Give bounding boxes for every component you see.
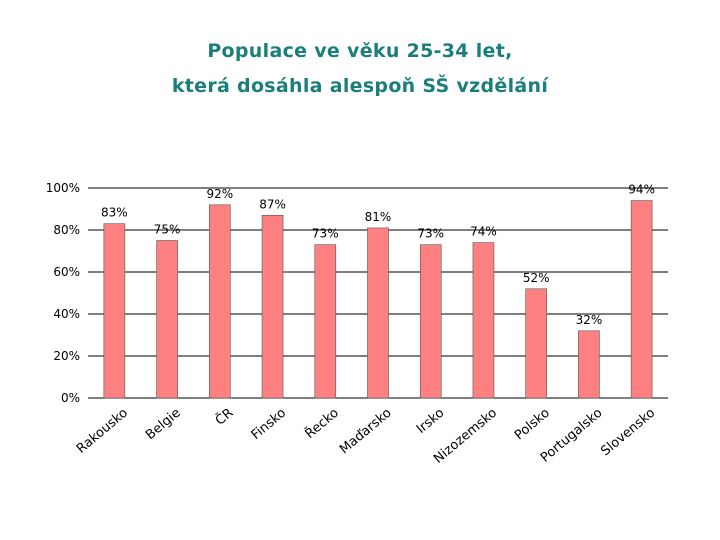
bar xyxy=(472,242,495,399)
category-label: Polsko xyxy=(512,406,553,444)
y-tick-label: 80% xyxy=(53,223,80,237)
y-tick-label: 100% xyxy=(46,181,80,195)
bar-value-label: 52% xyxy=(523,271,550,285)
bar xyxy=(630,200,653,399)
y-axis-ticks: 0% 20% 40% 60% 80% 100% xyxy=(46,181,80,405)
category-label: Řecko xyxy=(302,405,342,442)
y-tick-label: 60% xyxy=(53,265,80,279)
category-label: Belgie xyxy=(143,406,184,443)
category-label: Slovensko xyxy=(598,406,658,460)
bar-value-label: 32% xyxy=(576,313,603,327)
chart-title-line-2: která dosáhla alespoň SŠ vzdělání xyxy=(171,75,549,97)
bar-value-label: 75% xyxy=(154,223,181,237)
bar xyxy=(314,244,337,399)
bar-value-label: 73% xyxy=(312,227,339,241)
category-label: Maďarsko xyxy=(337,406,395,458)
data-labels: 83% 75% 92% 87% 73% 81% 73% 74% 52% 32% 94% xyxy=(101,183,655,327)
category-label: Rakousko xyxy=(74,406,131,457)
y-tick-label: 40% xyxy=(53,307,80,321)
bar xyxy=(367,227,389,399)
bar-value-label: 87% xyxy=(259,197,286,211)
bar-value-label: 94% xyxy=(628,183,655,197)
bar xyxy=(103,223,126,399)
category-label: Irsko xyxy=(414,406,447,437)
bar xyxy=(156,240,178,399)
bar-value-label: 74% xyxy=(470,225,497,239)
bars xyxy=(103,200,653,399)
bar-value-label: 73% xyxy=(417,227,444,241)
bar-value-label: 92% xyxy=(206,187,233,201)
bar xyxy=(419,244,442,399)
bar-value-label: 81% xyxy=(365,210,392,224)
bar xyxy=(525,288,547,399)
chart-title-line-1: Populace ve věku 25-34 let, xyxy=(207,40,513,62)
category-label: ČR xyxy=(212,405,236,429)
category-label: Finsko xyxy=(249,406,289,443)
bar xyxy=(209,204,231,399)
bar xyxy=(578,330,600,399)
y-tick-label: 20% xyxy=(53,349,80,363)
bar-value-label: 83% xyxy=(101,206,128,220)
bar xyxy=(261,215,284,399)
y-tick-label: 0% xyxy=(61,391,80,405)
